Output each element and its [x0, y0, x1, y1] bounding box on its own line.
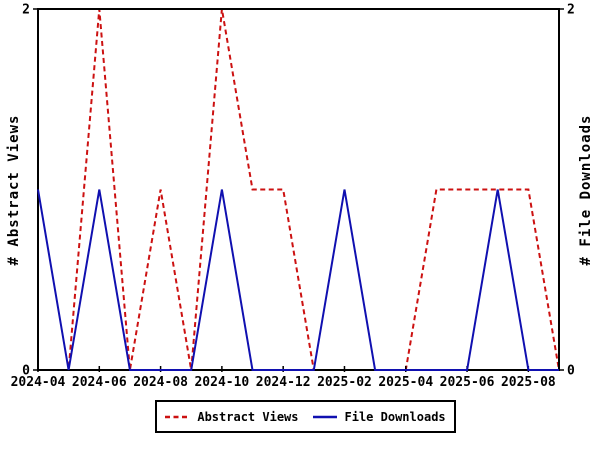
series-line-file-downloads	[37, 189, 559, 371]
x-tick-label: 2025-06	[440, 375, 495, 390]
x-tick-label: 2025-08	[501, 375, 556, 390]
x-tick-label: 2024-06	[72, 375, 127, 390]
x-tick-label: 2024-08	[133, 375, 188, 390]
legend-label-file-downloads: File Downloads	[344, 409, 446, 424]
legend-item-abstract-views: Abstract Views	[165, 409, 299, 424]
legend-swatch-abstract-views-icon	[165, 415, 190, 418]
y-tick-label-left: 0	[22, 364, 30, 379]
x-tick-label: 2024-10	[194, 375, 249, 390]
legend-box: Abstract Views File Downloads	[155, 400, 456, 433]
series-line-abstract-views	[38, 8, 560, 371]
plot-border	[37, 8, 560, 371]
legend-swatch-file-downloads-icon	[312, 415, 337, 418]
legend-item-file-downloads: File Downloads	[312, 409, 446, 424]
legend-label-abstract-views: Abstract Views	[197, 409, 299, 424]
y-tick-label-left: 2	[22, 3, 30, 18]
y-tick-label-right: 0	[567, 364, 575, 379]
y-tick-label-right: 2	[567, 3, 575, 18]
x-tick-label: 2025-02	[317, 375, 372, 390]
x-tick-label: 2024-04	[11, 375, 66, 390]
x-tick-label: 2024-12	[256, 375, 311, 390]
x-tick-label: 2025-04	[378, 375, 433, 390]
